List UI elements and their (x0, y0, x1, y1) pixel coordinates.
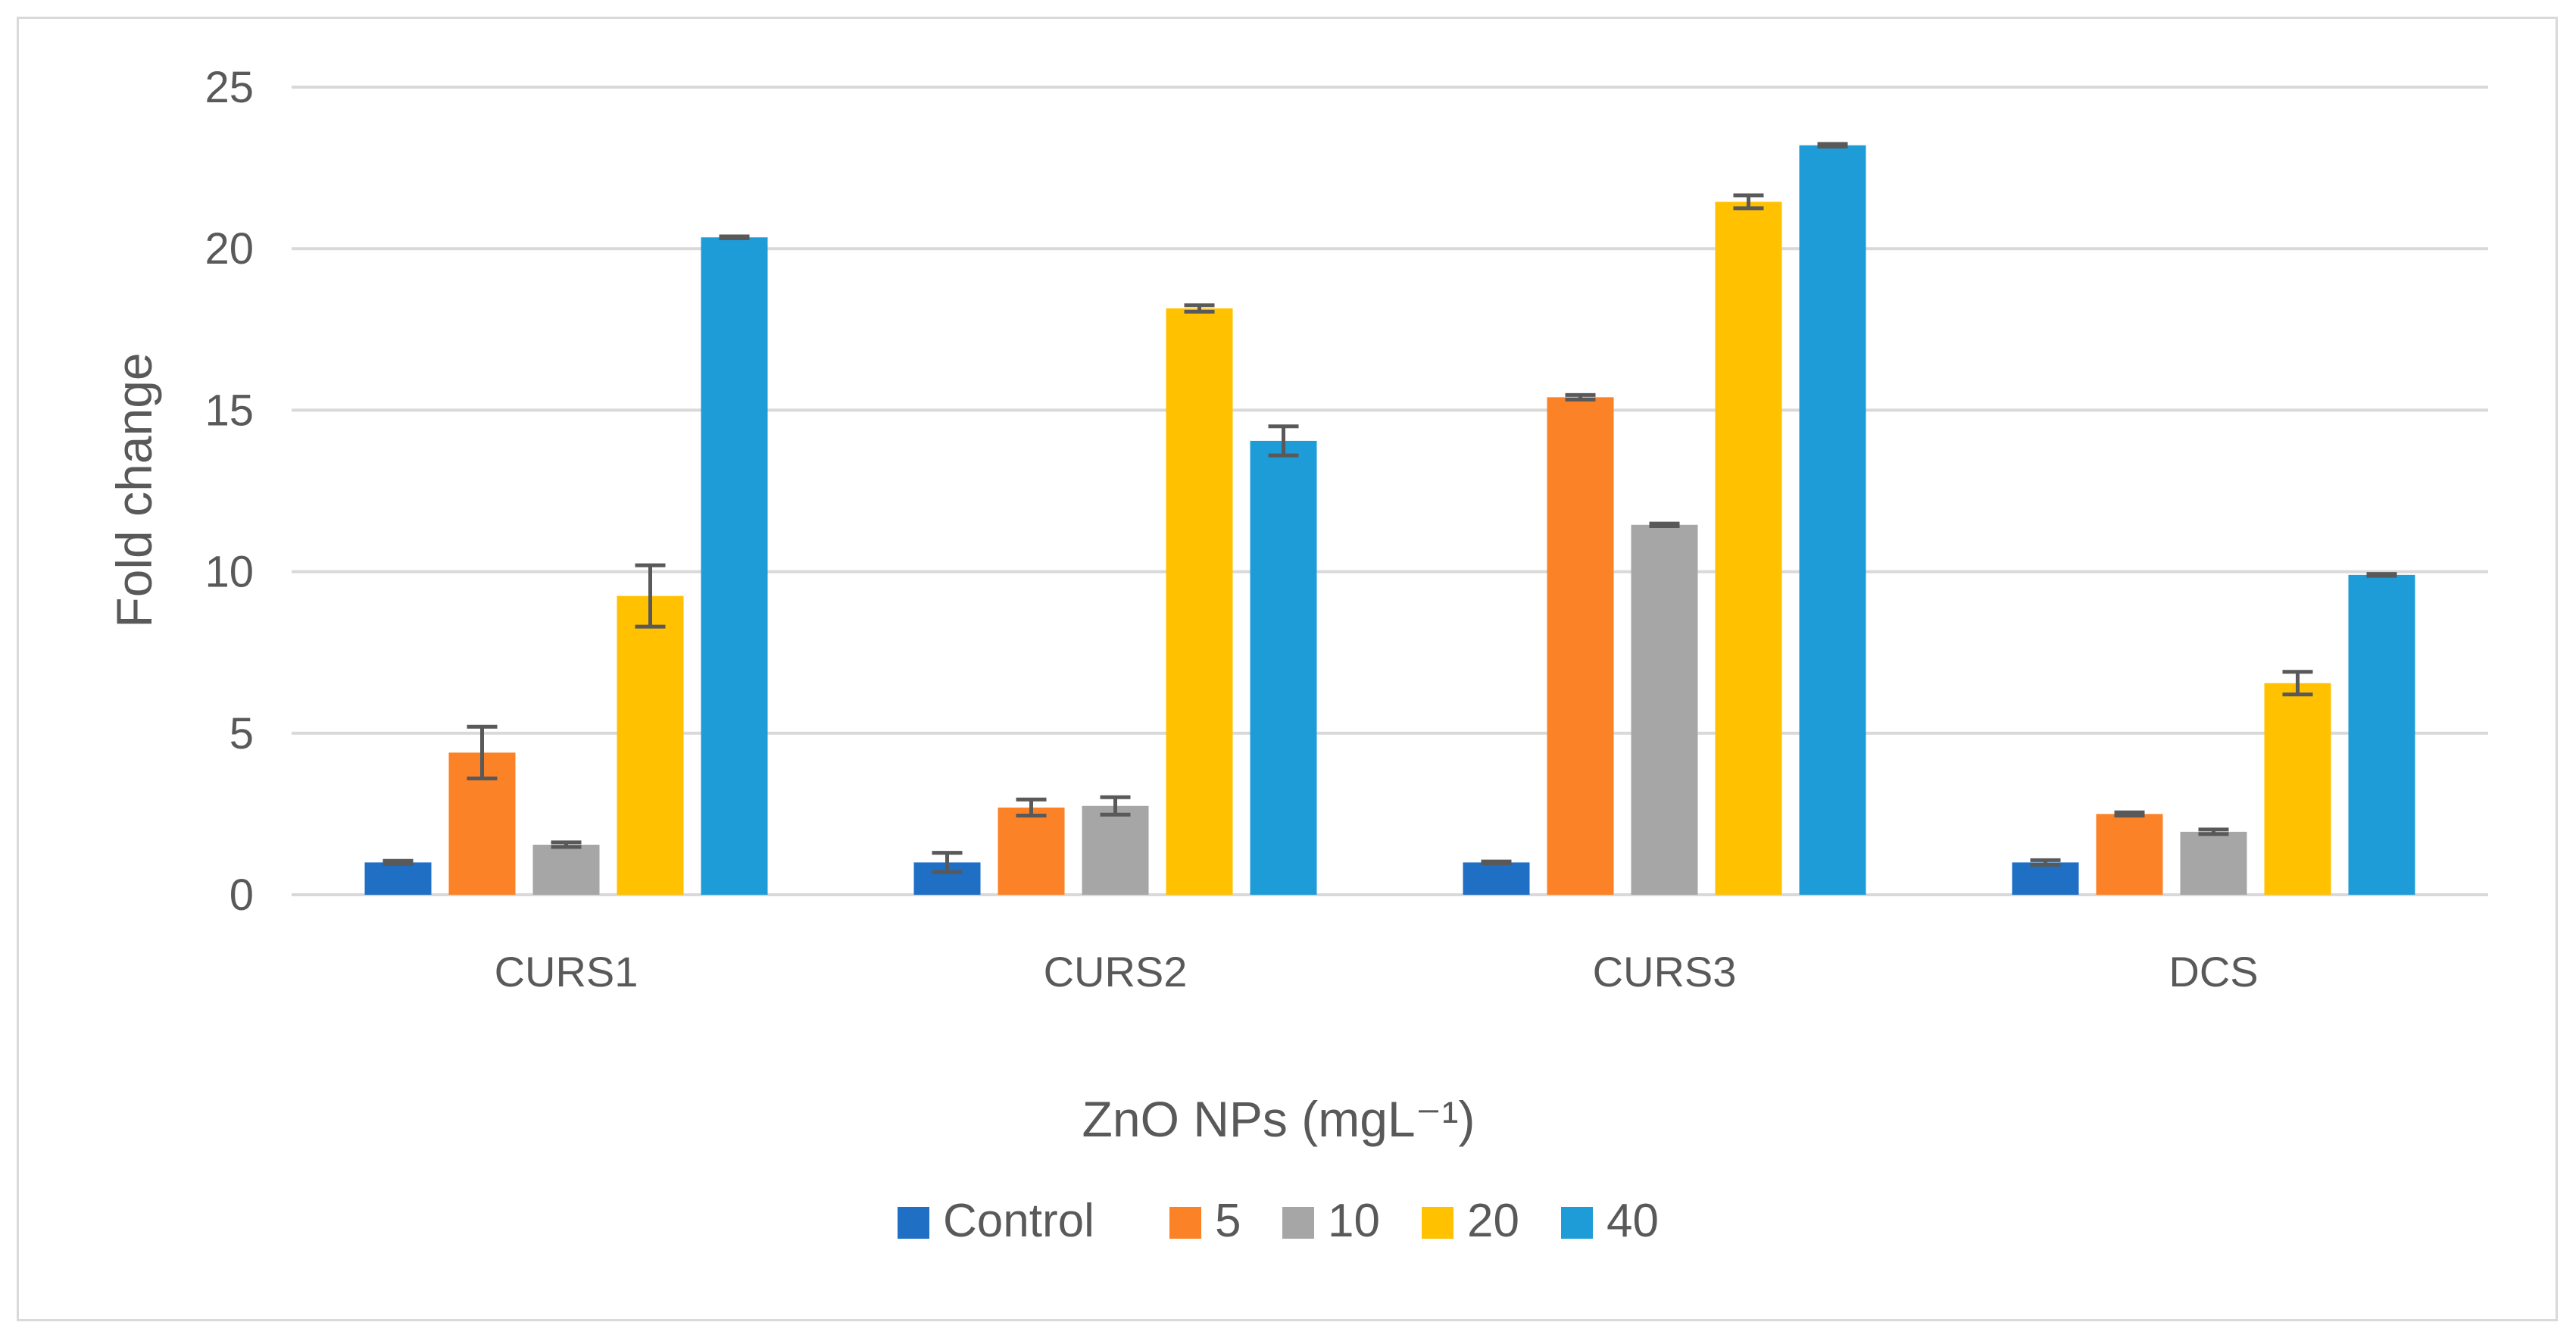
legend-item-20: 20 (1422, 1195, 1519, 1247)
y-tick-label: 0 (229, 871, 254, 920)
y-tick-label: 25 (205, 63, 254, 112)
y-tick-label: 20 (205, 224, 254, 274)
bar-curs2-40 (1250, 440, 1317, 895)
bar-curs1-control (364, 862, 432, 895)
y-axis-title: Fold change (106, 352, 162, 627)
legend: Control 5 10 20 40 (898, 1195, 1659, 1247)
x-axis-title: ZnO NPs (mgL⁻¹) (1082, 1091, 1475, 1147)
legend-item-control: Control (898, 1195, 1094, 1247)
error-bar (2114, 810, 2145, 818)
bar-curs3-10 (1631, 524, 1698, 895)
x-category-label: CURS2 (1044, 948, 1188, 996)
bar-dcs-control (2012, 862, 2079, 895)
y-tick-label: 10 (205, 548, 254, 597)
error-bar (1184, 303, 1215, 314)
y-tick-label: 5 (229, 709, 254, 758)
legend-swatch (898, 1207, 929, 1239)
legend-label: 10 (1328, 1195, 1380, 1247)
error-bar (467, 724, 498, 780)
legend-item-40: 40 (1561, 1195, 1659, 1247)
error-bar (382, 858, 414, 866)
bar-curs3-5 (1547, 397, 1614, 895)
error-bar (1565, 392, 1596, 402)
error-bar (1016, 797, 1047, 818)
error-bar (1100, 795, 1131, 817)
error-bar (1817, 142, 1848, 148)
bar-curs1-20 (617, 595, 684, 895)
bar-curs2-20 (1166, 308, 1233, 896)
error-bar (551, 840, 582, 849)
y-tick-labels: 0 5 10 15 20 25 (205, 63, 254, 920)
bar-curs1-40 (701, 237, 768, 895)
error-bars (382, 142, 2397, 874)
y-tick-label: 15 (205, 386, 254, 435)
legend-label: Control (943, 1195, 1094, 1247)
x-category-label: CURS1 (495, 948, 639, 996)
error-bar (1481, 859, 1512, 866)
error-bar (2030, 858, 2061, 867)
error-bar (2282, 670, 2313, 697)
error-bar (1268, 424, 1299, 458)
error-bar (719, 234, 750, 241)
bar-curs1-10 (532, 844, 600, 895)
error-bar (1649, 521, 1680, 528)
legend-item-10: 10 (1282, 1195, 1380, 1247)
bar-curs3-20 (1715, 202, 1782, 895)
bar-curs2-10 (1082, 805, 1149, 895)
bar-curs3-control (1463, 862, 1530, 895)
bar-curs2-5 (998, 807, 1065, 895)
error-bar (635, 563, 666, 629)
x-category-label: CURS3 (1593, 948, 1737, 996)
error-bar (2198, 827, 2229, 836)
legend-label: 40 (1606, 1195, 1659, 1247)
legend-item-5: 5 (1169, 1195, 1241, 1247)
legend-swatch (1422, 1207, 1453, 1239)
bar-dcs-40 (2348, 574, 2415, 895)
legend-swatch (1561, 1207, 1593, 1239)
bar-dcs-10 (2180, 831, 2247, 895)
error-bar (1733, 193, 1764, 211)
bar-dcs-5 (2096, 814, 2163, 895)
bars (364, 145, 2415, 896)
legend-label: 20 (1467, 1195, 1519, 1247)
legend-swatch (1169, 1207, 1201, 1239)
legend-label: 5 (1215, 1195, 1241, 1247)
x-category-labels: CURS1 CURS2 CURS3 DCS (495, 948, 2259, 996)
legend-swatch (1282, 1207, 1314, 1239)
error-bar (2366, 572, 2397, 578)
error-bar (932, 851, 963, 874)
bar-dcs-20 (2264, 683, 2331, 895)
x-category-label: DCS (2169, 948, 2258, 996)
bar-curs3-40 (1799, 145, 1866, 895)
